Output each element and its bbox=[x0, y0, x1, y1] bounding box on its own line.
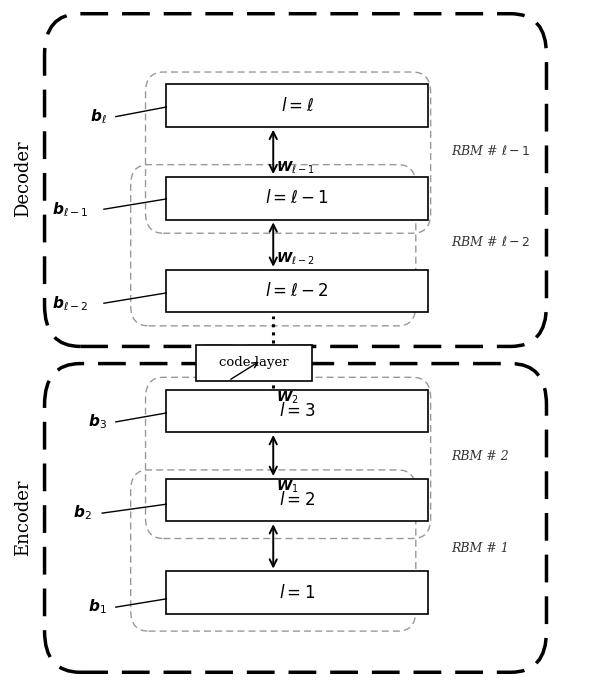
Bar bbox=[166, 571, 428, 614]
Text: Encoder: Encoder bbox=[14, 480, 31, 556]
Text: $\boldsymbol{b}_{\ell}$: $\boldsymbol{b}_{\ell}$ bbox=[90, 107, 107, 126]
Text: RBM # $\ell-1$: RBM # $\ell-1$ bbox=[451, 144, 530, 158]
Text: $\boldsymbol{b}_1$: $\boldsymbol{b}_1$ bbox=[88, 598, 107, 617]
Text: $\boldsymbol{W}_1$: $\boldsymbol{W}_1$ bbox=[276, 479, 299, 495]
Text: code layer: code layer bbox=[219, 357, 289, 369]
Text: $\boldsymbol{b}_3$: $\boldsymbol{b}_3$ bbox=[88, 412, 107, 431]
Text: $l = \ell$: $l = \ell$ bbox=[280, 97, 314, 115]
Text: $l = 3$: $l = 3$ bbox=[279, 402, 315, 420]
Text: $l = 1$: $l = 1$ bbox=[279, 584, 315, 602]
Text: RBM # 1: RBM # 1 bbox=[451, 543, 509, 555]
Bar bbox=[166, 479, 428, 521]
Text: $\boldsymbol{b}_{\ell-2}$: $\boldsymbol{b}_{\ell-2}$ bbox=[52, 294, 88, 313]
Text: $\boldsymbol{b}_{\ell-1}$: $\boldsymbol{b}_{\ell-1}$ bbox=[52, 200, 88, 219]
Bar bbox=[166, 84, 428, 127]
Text: RBM # 2: RBM # 2 bbox=[451, 450, 509, 462]
Text: $\boldsymbol{b}_2$: $\boldsymbol{b}_2$ bbox=[73, 504, 92, 523]
Text: $\boldsymbol{W}_2$: $\boldsymbol{W}_2$ bbox=[276, 390, 299, 406]
Text: $l = \ell - 2$: $l = \ell - 2$ bbox=[266, 282, 328, 300]
Text: $l = \ell - 1$: $l = \ell - 1$ bbox=[266, 189, 328, 207]
Text: $\boldsymbol{W}_{\ell-2}$: $\boldsymbol{W}_{\ell-2}$ bbox=[276, 250, 315, 267]
Text: $l = 2$: $l = 2$ bbox=[279, 491, 315, 509]
Bar bbox=[196, 345, 312, 381]
Text: $\boldsymbol{W}_{\ell-1}$: $\boldsymbol{W}_{\ell-1}$ bbox=[276, 159, 315, 176]
Bar bbox=[166, 177, 428, 220]
Bar bbox=[166, 390, 428, 432]
Text: RBM # $\ell-2$: RBM # $\ell-2$ bbox=[451, 235, 530, 249]
Bar bbox=[166, 270, 428, 312]
Text: Decoder: Decoder bbox=[14, 140, 31, 217]
